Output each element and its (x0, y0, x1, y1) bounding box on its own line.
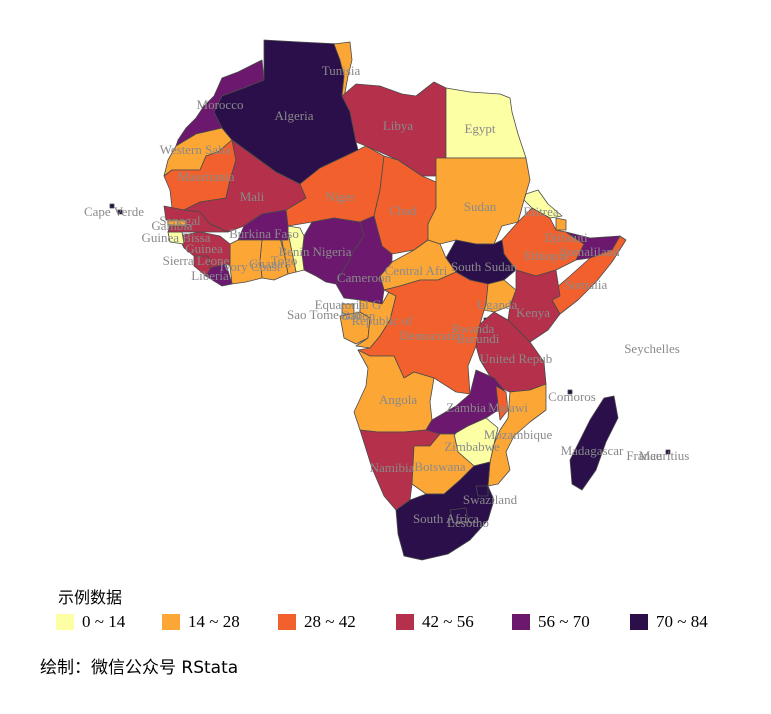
legend-title: 示例数据 (58, 588, 123, 607)
country-label-cape-verde: Cape Verde (84, 204, 144, 219)
legend-swatch (162, 614, 180, 630)
country-cape-verde (109, 203, 123, 215)
country-uganda (483, 279, 517, 313)
country-label-republic-of: Republic of (351, 313, 413, 328)
country-label-guinea: Guinea (185, 241, 223, 256)
country-label-burundi: Burundi (457, 331, 500, 346)
country-label-mauritius: Mauritius (639, 448, 690, 463)
country-label-somaliland: Somaliland (560, 244, 620, 259)
country-eritrea (523, 189, 563, 219)
country-label-comoros: Comoros (548, 389, 596, 404)
country-label-botswana: Botswana (414, 459, 466, 474)
country-label-burkina-faso: Burkina Faso (229, 226, 299, 241)
legend-label: 42 ~ 56 (422, 612, 474, 631)
country-label-swaziland: Swaziland (463, 492, 518, 507)
country-label-malawi: Malawi (488, 400, 528, 415)
country-label-eritrea: Eritrea (523, 204, 559, 219)
country-label-gabon: Gabon (341, 308, 376, 323)
country-label-sao-tome-and: Sao Tome and (287, 307, 361, 322)
country-guinea (177, 231, 231, 269)
country-label-madagascar: Madagascar (561, 443, 624, 458)
country-label-ghana: Ghana (249, 256, 283, 271)
country-label-libya: Libya (383, 118, 414, 133)
country-label-cameroon: Cameroon (337, 270, 392, 285)
country-comoros (567, 389, 573, 395)
country-malawi (495, 385, 509, 421)
country-label-chad: Chad (389, 203, 417, 218)
country-label-ethiopia: Ethiopia (524, 248, 568, 263)
caption: 绘制：微信公众号 RStata (40, 658, 239, 678)
country-label-zimbabwe: Zimbabwe (444, 439, 500, 454)
country-lesotho (449, 507, 469, 525)
country-label-mauritania: Mauritania (177, 169, 234, 184)
country-swaziland (475, 485, 489, 497)
country-senegal (163, 205, 229, 233)
legend-swatch (512, 614, 530, 630)
country-label-united-repub: United Repub (480, 351, 553, 366)
country-label-algeria: Algeria (275, 108, 314, 123)
country-label-uganda: Uganda (477, 297, 518, 312)
legend-label: 70 ~ 84 (656, 612, 708, 631)
country-label-lesotho: Lesotho (447, 515, 489, 530)
legend-swatch (56, 614, 74, 630)
country-label-benin: Benin (278, 244, 310, 259)
country-label-somalia: Somalia (565, 277, 608, 292)
country-label-djibouti: Djibouti (544, 230, 588, 245)
country-south-africa (395, 461, 495, 561)
country-label-senegal: Senegal (159, 213, 201, 228)
country-label-ivory-coast: Ivory Coast (219, 259, 280, 274)
country-shapes (109, 39, 671, 561)
country-label-gambia: Gambia (151, 218, 192, 233)
legend-label: 28 ~ 42 (304, 612, 356, 631)
legend-label: 14 ~ 28 (188, 612, 240, 631)
country-label-mali: Mali (240, 189, 265, 204)
country-label-kenya: Kenya (516, 305, 550, 320)
country-ivory-coast (229, 239, 263, 285)
country-label-south-sudan: South Sudan (451, 259, 518, 274)
country-label-niger: Niger (325, 189, 355, 204)
country-label-rwanda: Rwanda (452, 321, 495, 336)
country-label-mozambique: Mozambique (484, 427, 553, 442)
legend-label: 0 ~ 14 (82, 612, 126, 631)
country-label-togo: Togo (271, 253, 298, 268)
country-label-central-afri: Central Afri (385, 263, 448, 278)
country-botswana (411, 433, 475, 495)
country-label-zambia: Zambia (446, 400, 486, 415)
country-mozambique (487, 383, 547, 487)
country-labels: Tunisia Morocco Algeria Libya Egypt Western S… (84, 63, 689, 530)
legend-swatch (396, 614, 414, 630)
country-label-tunisia: Tunisia (322, 63, 361, 78)
country-djibouti (555, 217, 567, 231)
country-madagascar (569, 395, 619, 491)
legend-swatch (278, 614, 296, 630)
country-label-angola: Angola (379, 392, 418, 407)
country-label-france: France (626, 448, 662, 463)
country-label-sudan: Sudan (464, 199, 497, 214)
country-label-liberia: Liberia (191, 268, 229, 283)
country-label-equatorial-g: Equatorial G (315, 297, 382, 312)
country-label-western-saha: Western Saha (160, 142, 231, 157)
country-label-namibia: Namibia (370, 460, 415, 475)
legend-swatch (630, 614, 648, 630)
country-label-guinea-bissa: Guinea Bissa (142, 230, 211, 245)
legend-label: 56 ~ 70 (538, 612, 590, 631)
country-label-egypt: Egypt (464, 121, 495, 136)
country-label-seychelles: Seychelles (624, 341, 680, 356)
country-label-sierra-leone: Sierra Leone (163, 253, 230, 268)
country-label-morocco: Morocco (197, 97, 244, 112)
country-label-democratic: Democratic (400, 328, 461, 343)
country-label-south-africa: South Africa (413, 511, 479, 526)
country-label-nigeria: Nigeria (313, 244, 352, 259)
country-mauritius (665, 449, 671, 455)
country-kenya (507, 269, 561, 343)
country-democratic-republic-of-the-congo (357, 271, 489, 395)
